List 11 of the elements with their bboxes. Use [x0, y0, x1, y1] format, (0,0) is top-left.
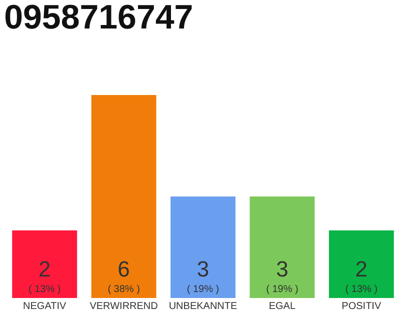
data-label: 2 ( 13% )	[28, 256, 61, 295]
x-tick-label: POSITIV	[342, 301, 382, 312]
chart-title: 0958716747	[4, 0, 194, 37]
data-label: 3 ( 19% )	[186, 256, 220, 295]
x-tick-label: NEGATIV	[23, 301, 67, 312]
data-label: 6 ( 38% )	[108, 256, 140, 295]
data-label: 3 ( 19% )	[266, 256, 298, 295]
data-label: 2 ( 13% )	[345, 256, 378, 295]
x-tick-label: VERWIRREND	[90, 301, 158, 312]
x-tick-label: UNBEKANNTE	[168, 301, 238, 312]
x-tick-label: EGAL	[268, 301, 296, 312]
